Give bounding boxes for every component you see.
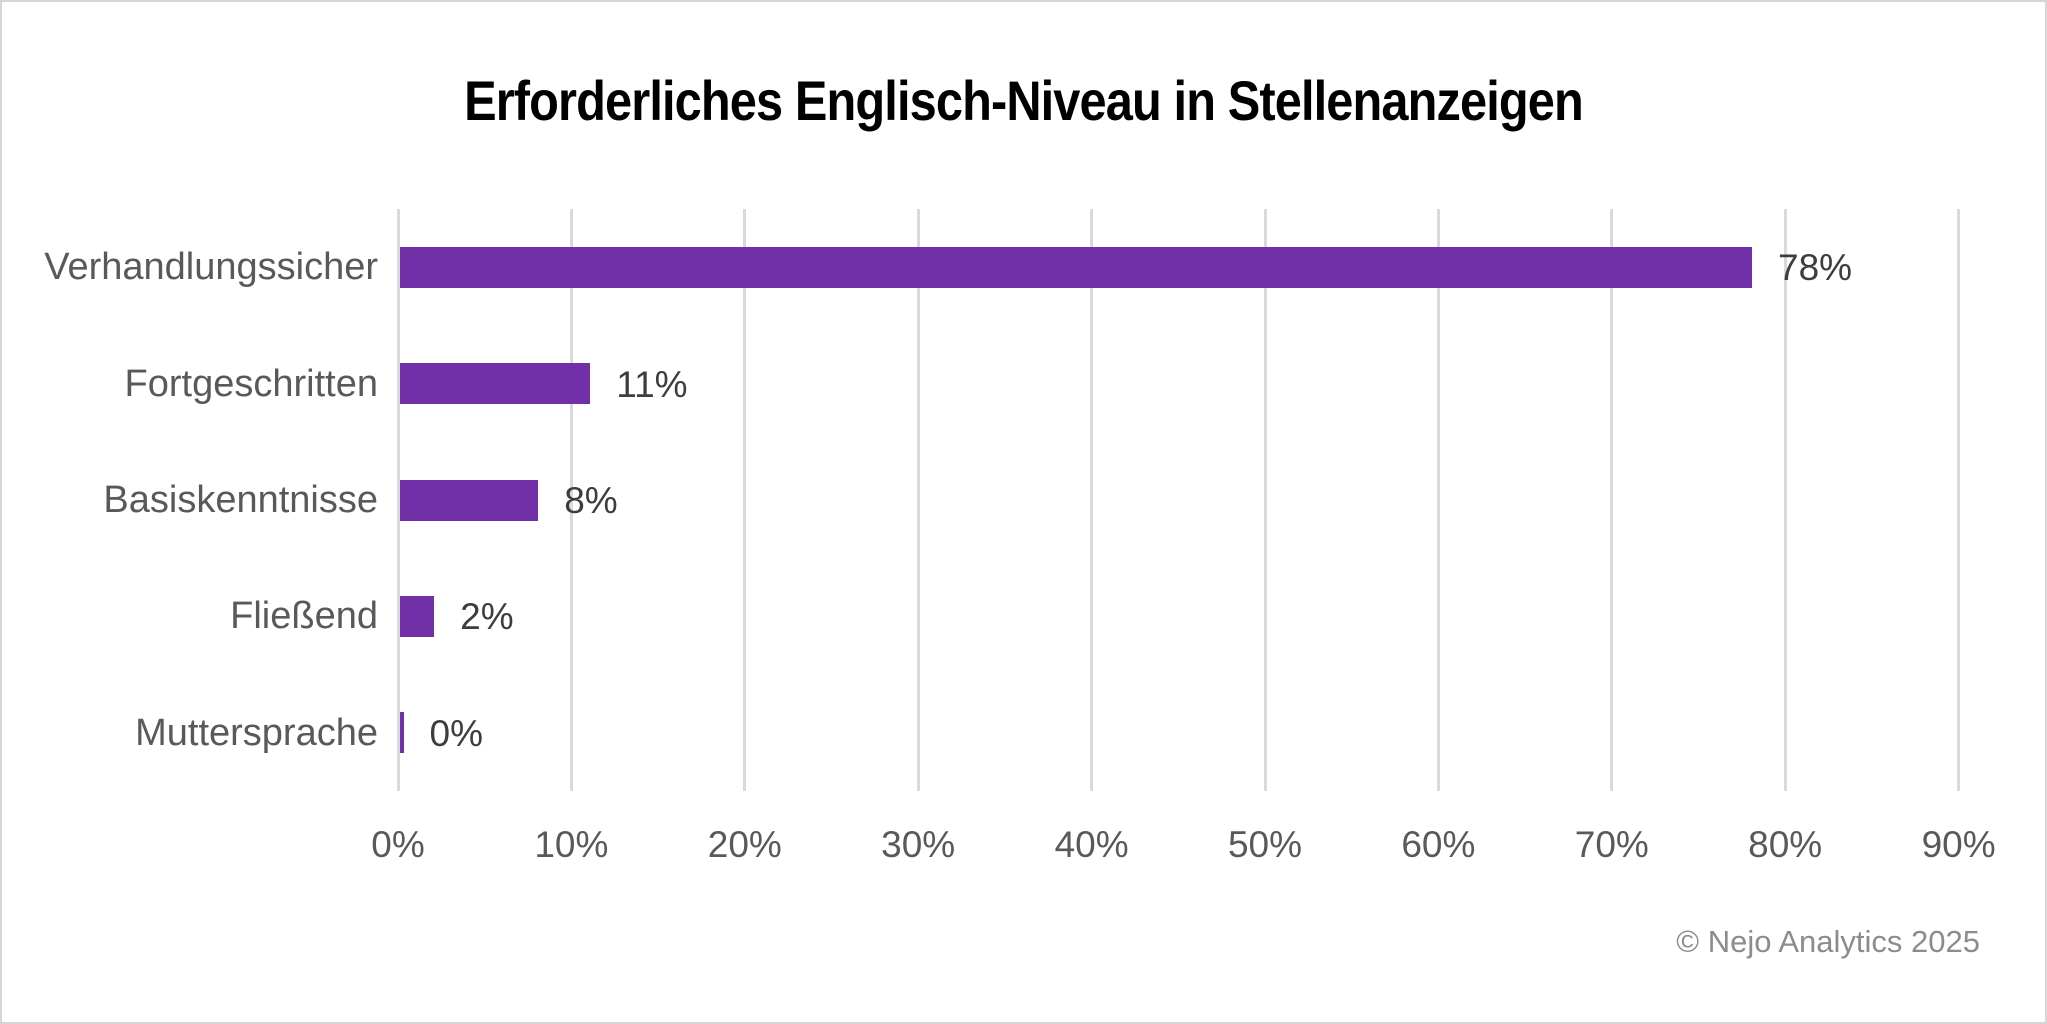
gridline (743, 209, 747, 791)
category-label: Verhandlungssicher (44, 246, 378, 289)
bar (399, 246, 1753, 288)
x-tick-label: 0% (371, 824, 425, 865)
gridline (1610, 209, 1614, 791)
x-tick-label: 80% (1748, 824, 1823, 865)
x-tick-label: 10% (534, 824, 609, 865)
x-tick-label: 20% (707, 824, 782, 865)
gridline (1090, 209, 1094, 791)
category-label: Fließend (230, 595, 378, 638)
category-label: Fortgeschritten (124, 362, 378, 405)
gridline (1436, 209, 1440, 791)
value-label: 11% (616, 363, 688, 405)
chart-title: Erforderliches Englisch-Niveau in Stelle… (464, 69, 1584, 132)
x-tick-label: 70% (1574, 824, 1649, 865)
category-label: Basiskenntnisse (103, 479, 378, 521)
value-label: 0% (429, 712, 483, 754)
x-tick-label: 30% (881, 824, 956, 865)
gridline (1783, 209, 1787, 791)
gridline (916, 209, 920, 791)
gridline (1263, 209, 1267, 791)
gridline (569, 209, 573, 791)
bar (399, 712, 404, 754)
x-tick-label: 50% (1227, 824, 1303, 865)
bar (399, 595, 435, 637)
x-tick-label: 40% (1054, 824, 1129, 865)
category-label: Muttersprache (135, 711, 378, 754)
x-tick-label: 60% (1401, 824, 1476, 865)
bar (399, 363, 591, 405)
x-tick-label: 90% (1921, 824, 1996, 865)
copyright-text: © Nejo Analytics 2025 (1676, 924, 1980, 959)
value-label: 2% (460, 596, 514, 638)
value-label: 78% (1778, 247, 1853, 289)
value-label: 8% (564, 480, 618, 521)
bar (399, 479, 539, 521)
gridline (396, 209, 400, 791)
gridline (1957, 209, 1961, 791)
